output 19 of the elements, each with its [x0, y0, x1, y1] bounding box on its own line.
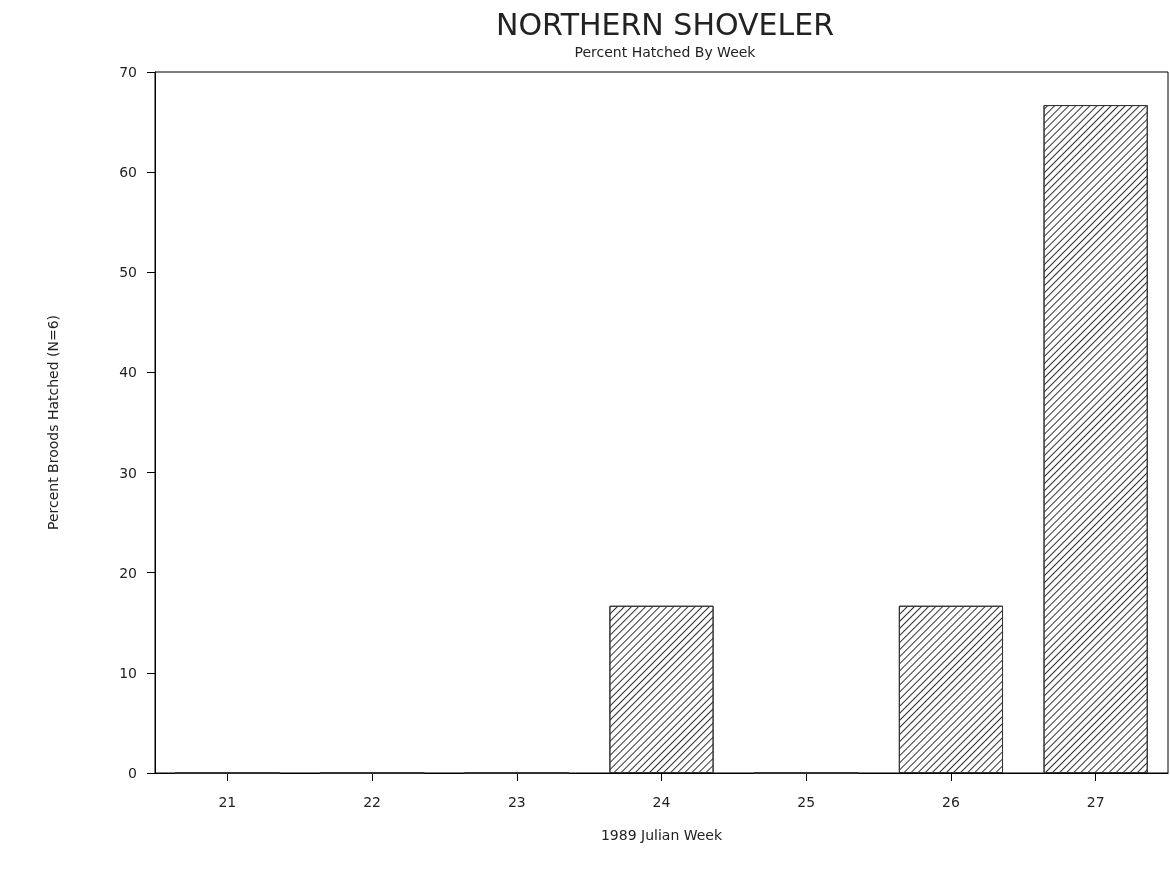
y-axis-title: Percent Broods Hatched (N=6): [45, 314, 61, 531]
x-tick-label: 25: [797, 794, 816, 810]
x-tick-label: 27: [1086, 794, 1105, 810]
y-tick-label: 0: [128, 765, 137, 781]
x-tick-label: 22: [363, 794, 381, 810]
x-tick-label: 23: [507, 794, 526, 810]
chart-title: NORTHERN SHOVELER: [495, 6, 835, 42]
x-axis-title: 1989 Julian Week: [600, 827, 723, 843]
y-tick-label: 30: [119, 464, 137, 481]
y-tick-label: 70: [119, 64, 137, 80]
x-tick-label: 24: [652, 794, 671, 810]
y-tick-label: 40: [119, 364, 137, 381]
x-tick-label: 26: [942, 794, 960, 810]
x-tick-label: 21: [218, 794, 237, 810]
y-tick-label: 50: [119, 264, 137, 281]
chart-subtitle: Percent Hatched By Week: [574, 44, 757, 60]
y-tick-label: 20: [119, 564, 137, 581]
y-tick-label: 10: [119, 664, 137, 681]
y-tick-label: 60: [119, 164, 137, 181]
